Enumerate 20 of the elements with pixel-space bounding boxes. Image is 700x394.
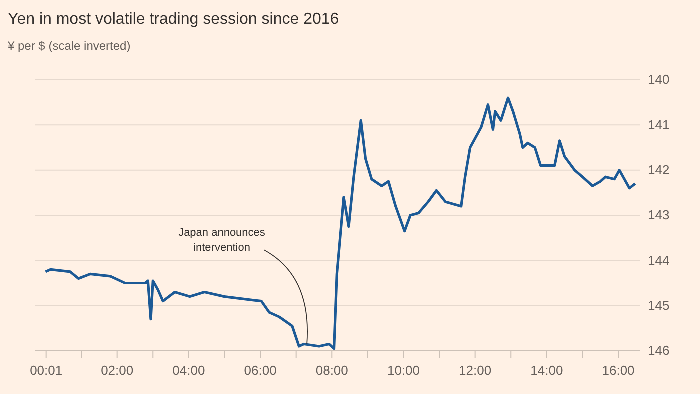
y-tick-label: 141 bbox=[648, 117, 670, 132]
x-tick-label: 08:00 bbox=[316, 363, 348, 378]
x-tick-label: 16:00 bbox=[602, 363, 635, 378]
x-tick-label: 02:00 bbox=[101, 363, 134, 378]
y-tick-label: 145 bbox=[648, 298, 670, 313]
line-series bbox=[44, 96, 637, 350]
y-tick-label: 143 bbox=[648, 208, 670, 223]
y-tick-label: 144 bbox=[648, 252, 670, 268]
y-tick-label: 142 bbox=[648, 162, 670, 178]
x-tick-label: 06:00 bbox=[244, 363, 277, 378]
chart-subtitle: ¥ per $ (scale inverted) bbox=[7, 39, 131, 53]
x-tick-label: 00:01 bbox=[30, 363, 63, 378]
x-tick-label: 10:00 bbox=[387, 363, 420, 378]
chart-title: Yen in most volatile trading session since 2016 bbox=[8, 11, 340, 28]
x-tick-label: 12:00 bbox=[459, 363, 492, 378]
annotation: Japan announces intervention bbox=[178, 227, 266, 254]
x-tick-label: 04:00 bbox=[172, 363, 206, 378]
x-tick-label: 14:00 bbox=[530, 363, 564, 378]
y-tick-label: 146 bbox=[648, 343, 670, 358]
y-tick-label: 140 bbox=[648, 72, 670, 88]
